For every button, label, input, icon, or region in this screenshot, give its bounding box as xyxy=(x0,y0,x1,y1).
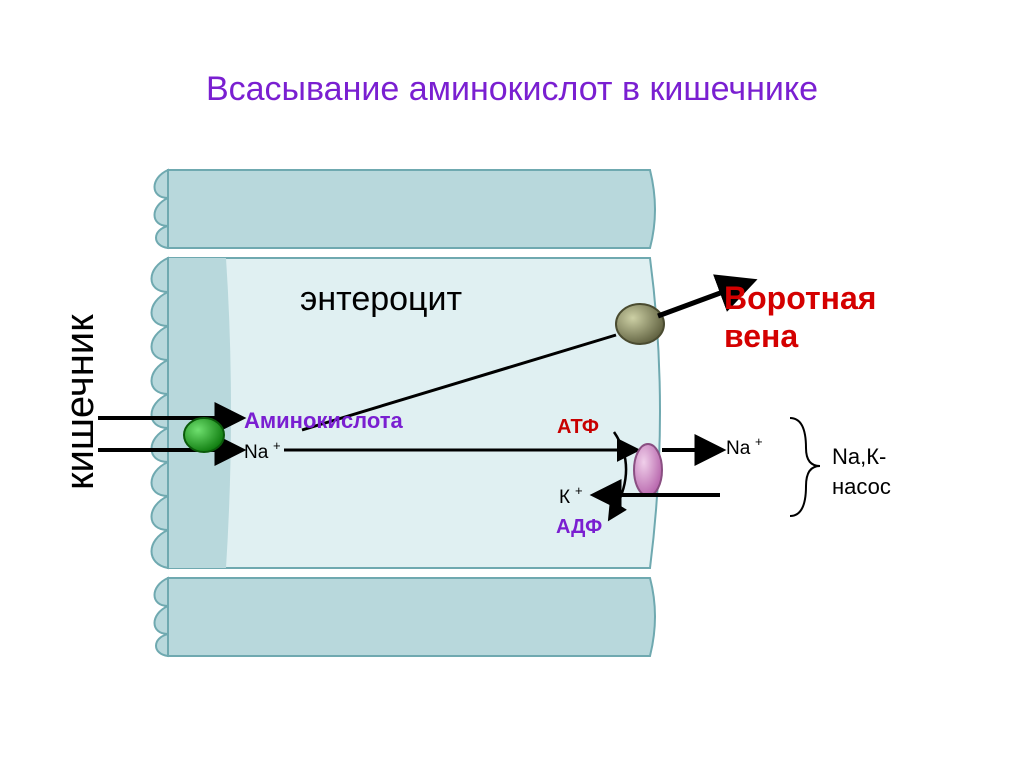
label-adp: АДФ xyxy=(556,516,602,539)
label-pump-2: насос xyxy=(832,474,891,500)
cells xyxy=(152,170,661,656)
vesicle-olive xyxy=(616,304,664,344)
label-na-right: Na xyxy=(726,438,750,460)
brace xyxy=(790,418,820,516)
na-k-pump xyxy=(634,444,662,496)
label-na-left-sup: + xyxy=(273,438,281,453)
label-portal-vein-1: Воротная xyxy=(724,280,876,317)
label-k: К xyxy=(559,487,570,509)
label-k-sup: + xyxy=(575,483,583,498)
transporter-green xyxy=(184,418,224,452)
label-portal-vein-2: вена xyxy=(724,318,798,355)
label-enterocyte: энтероцит xyxy=(300,280,462,319)
label-amino-acid: Аминокислота xyxy=(244,408,403,434)
label-atp: АТФ xyxy=(557,416,599,439)
label-intestine: кишечник xyxy=(58,314,103,490)
label-pump-1: Na,К- xyxy=(832,444,886,470)
label-na-right-sup: + xyxy=(755,434,763,449)
diagram-title: Всасывание аминокислот в кишечнике xyxy=(0,70,1024,109)
label-na-left: Na xyxy=(244,442,268,464)
diagram-canvas xyxy=(0,0,1024,768)
